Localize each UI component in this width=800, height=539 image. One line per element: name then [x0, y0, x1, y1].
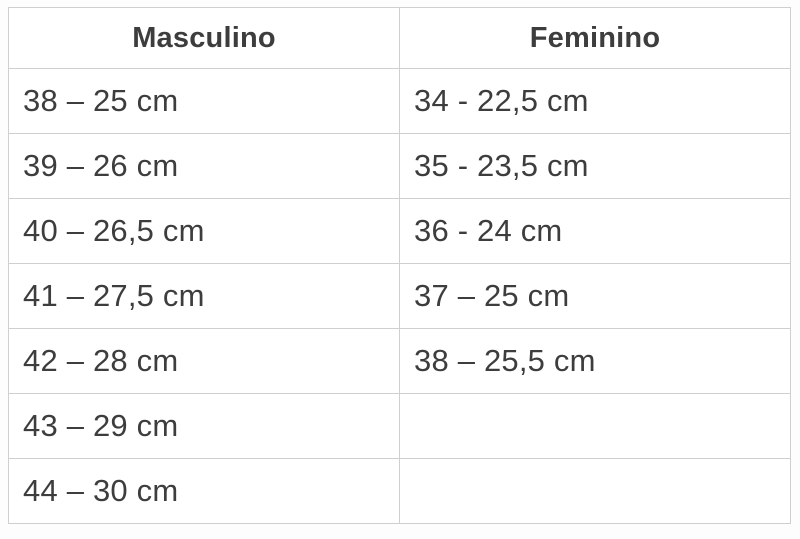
- size-cell-feminino: 35 - 23,5 cm: [399, 133, 791, 199]
- size-cell-feminino: 34 - 22,5 cm: [399, 68, 791, 134]
- size-cell-masculino: 39 – 26 cm: [8, 133, 400, 199]
- size-cell-feminino-empty: [399, 393, 791, 459]
- size-cell-feminino: 36 - 24 cm: [399, 198, 791, 264]
- size-cell-masculino: 38 – 25 cm: [8, 68, 400, 134]
- table-row: 39 – 26 cm 35 - 23,5 cm: [8, 133, 791, 199]
- shoe-size-table: Masculino Feminino 38 – 25 cm 34 - 22,5 …: [8, 7, 791, 524]
- header-row: Masculino Feminino: [8, 7, 791, 69]
- column-header-masculino: Masculino: [8, 7, 400, 69]
- size-cell-masculino: 41 – 27,5 cm: [8, 263, 400, 329]
- size-cell-masculino: 40 – 26,5 cm: [8, 198, 400, 264]
- table-row: 40 – 26,5 cm 36 - 24 cm: [8, 198, 791, 264]
- size-cell-feminino: 37 – 25 cm: [399, 263, 791, 329]
- size-cell-feminino-empty: [399, 458, 791, 524]
- table-row: 43 – 29 cm: [8, 393, 791, 459]
- size-cell-masculino: 42 – 28 cm: [8, 328, 400, 394]
- table-row: 41 – 27,5 cm 37 – 25 cm: [8, 263, 791, 329]
- size-cell-masculino: 43 – 29 cm: [8, 393, 400, 459]
- column-header-feminino: Feminino: [399, 7, 791, 69]
- table-row: 44 – 30 cm: [8, 458, 791, 524]
- size-table-container: Masculino Feminino 38 – 25 cm 34 - 22,5 …: [8, 7, 791, 524]
- table-row: 38 – 25 cm 34 - 22,5 cm: [8, 68, 791, 134]
- table-row: 42 – 28 cm 38 – 25,5 cm: [8, 328, 791, 394]
- size-cell-feminino: 38 – 25,5 cm: [399, 328, 791, 394]
- size-cell-masculino: 44 – 30 cm: [8, 458, 400, 524]
